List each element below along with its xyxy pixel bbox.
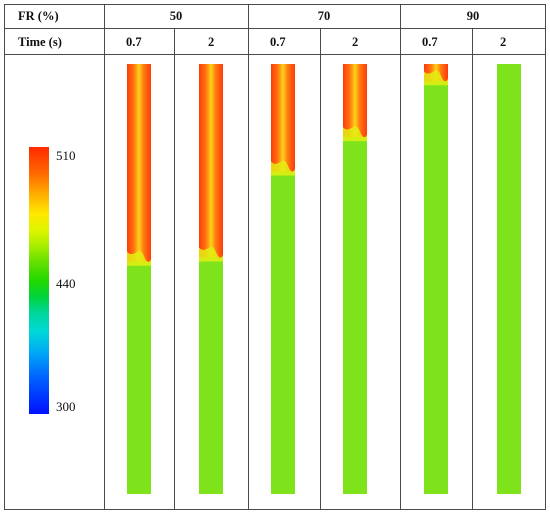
legend-mid-label: 440 [56, 276, 76, 291]
contour-panel-fr70-t2 [343, 64, 367, 494]
time-70-0.7: 0.7 [270, 35, 286, 49]
time-90-2: 2 [500, 35, 507, 49]
header-divider-1 [4, 28, 546, 29]
header-divider-2 [4, 54, 546, 55]
time-50-0.7: 0.7 [126, 35, 142, 49]
table-top-border [4, 4, 546, 5]
column-divider-group-90 [400, 4, 401, 510]
interface-band [127, 251, 151, 266]
contour-panel-fr90-t0.7 [424, 64, 448, 494]
table-left-border [4, 4, 5, 510]
time-50-2: 2 [208, 35, 215, 49]
column-divider-label [104, 4, 105, 510]
group-header-50: 50 [169, 9, 183, 23]
contour-panel-fr70-t0.7 [271, 64, 295, 494]
interface-band [424, 70, 448, 86]
vapor-region [127, 64, 151, 262]
time-90-0.7: 0.7 [422, 35, 438, 49]
contour-panel-fr50-t2 [199, 64, 223, 494]
column-divider-50-2 [174, 28, 175, 510]
column-divider-70-2 [320, 28, 321, 510]
group-header-90: 90 [466, 9, 480, 23]
fr-header-label: FR (%) [18, 9, 59, 23]
temperature-color-scale [29, 147, 49, 414]
table-bottom-border [4, 509, 546, 510]
legend-min-label: 300 [56, 399, 76, 414]
group-header-70: 70 [317, 9, 331, 23]
vapor-region [343, 64, 367, 138]
liquid-region [424, 64, 448, 494]
column-divider-90-2 [472, 28, 473, 510]
column-divider-group-70 [248, 4, 249, 510]
interface-band [199, 246, 223, 262]
interface-band [343, 126, 367, 142]
legend-max-label: 510 [56, 148, 76, 163]
time-70-2: 2 [352, 35, 359, 49]
vapor-region [199, 64, 223, 258]
contour-panel-fr90-t2 [497, 64, 521, 494]
contour-panel-fr50-t0.7 [127, 64, 151, 494]
table-right-border [545, 4, 546, 510]
interface-band [271, 160, 295, 176]
liquid-region [497, 64, 521, 494]
time-header-label: Time (s) [18, 35, 62, 49]
results-table: FR (%) 50 70 90 Time (s) 0.7 2 0.7 2 0.7… [4, 4, 546, 510]
contour-panels [127, 64, 521, 494]
vapor-region [271, 64, 295, 172]
